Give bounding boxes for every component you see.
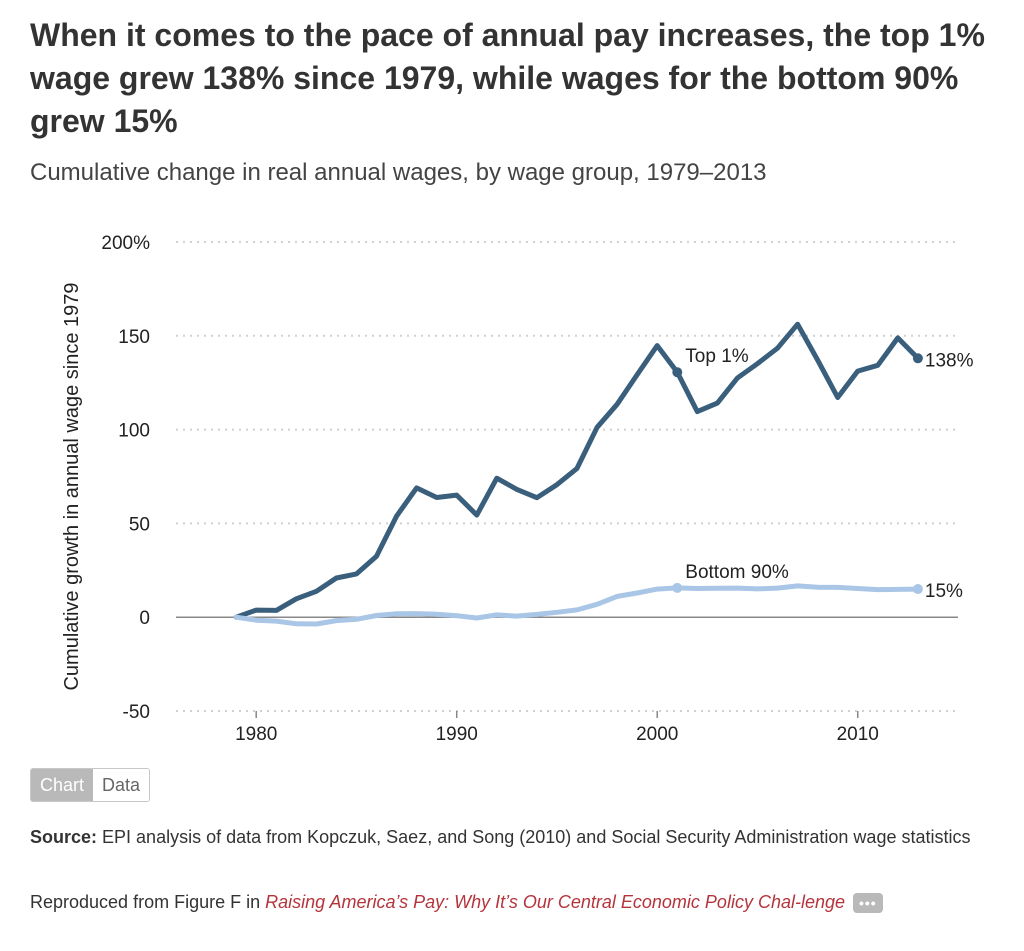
y-tick-label: 50 (129, 514, 150, 535)
y-tick-label: 0 (139, 608, 150, 629)
y-axis-label: Cumulative growth in annual wage since 1… (61, 282, 83, 690)
more-options-button[interactable]: ••• (853, 893, 883, 914)
y-tick-label: 150 (118, 327, 150, 348)
line-chart: -50 0 50 100 150 200% 1980 1990 2000 2010 Cumula… (61, 233, 974, 745)
bottom-90-end-point (912, 584, 923, 595)
top-1-end-label: 138% (925, 350, 974, 371)
source-note: Source: EPI analysis of data from Kopczu… (30, 824, 990, 850)
series-labels: Top 1% 138% Bottom 90% 15% (685, 346, 973, 602)
y-tick-label: -50 (123, 702, 150, 723)
chart-tab[interactable]: Chart (31, 769, 94, 801)
y-tick-labels: -50 0 50 100 150 200% (101, 233, 150, 723)
report-link[interactable]: Raising America’s Pay: Why It’s Our Cent… (265, 892, 845, 912)
top-1-marker (672, 367, 683, 378)
grid-lines (176, 241, 958, 712)
x-tick-label: 1990 (436, 724, 478, 745)
x-tick-labels: 1980 1990 2000 2010 (235, 711, 879, 745)
bottom-90-end-label: 15% (925, 581, 963, 602)
x-tick-label: 1980 (235, 724, 277, 745)
top-1-end-point (912, 353, 923, 364)
chart-data-toggle: Chart Data (30, 768, 151, 802)
x-tick-label: 2010 (837, 724, 879, 745)
data-tab[interactable]: Data (93, 769, 150, 801)
repro-prefix: Reproduced from Figure F in (30, 892, 266, 912)
x-tick-label: 2000 (636, 724, 678, 745)
chart-subtitle: Cumulative change in real annual wages, … (30, 159, 767, 186)
y-tick-label: 200% (101, 233, 150, 254)
y-tick-label: 100 (118, 421, 150, 442)
top-1-line (233, 321, 921, 620)
source-text: EPI analysis of data from Kopczuk, Saez,… (97, 827, 971, 847)
bottom-90-line (233, 583, 921, 627)
top-1-series-label: Top 1% (685, 346, 748, 367)
series-lines (233, 321, 923, 627)
bottom-90-series-label: Bottom 90% (685, 562, 789, 583)
reproduction-note: Reproduced from Figure F in Raising Amer… (30, 888, 930, 916)
chart-title: When it comes to the pace of annual pay … (30, 17, 985, 139)
source-label: Source: (30, 827, 98, 847)
bottom-90-marker (672, 582, 683, 593)
